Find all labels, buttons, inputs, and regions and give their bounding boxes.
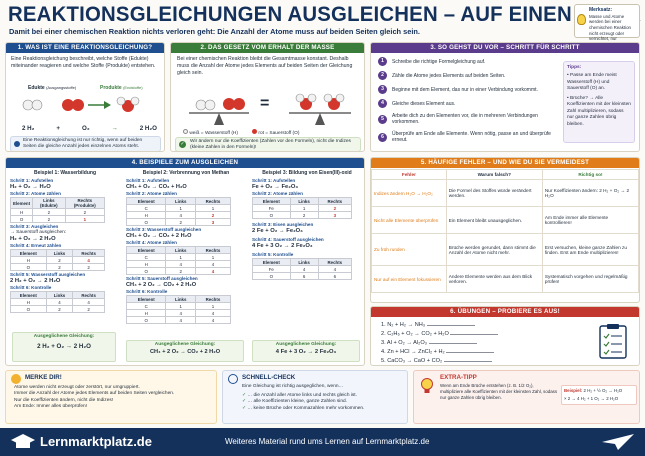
exercise-item: 5. CaCO₃ → CaO + CO₂ [381,356,492,364]
merke-item: Am Ende: Immer alles überprüfen! [14,404,88,410]
mistakes-table: Fehler Warum falsch? Richtig so! Indizes ä… [371,169,639,293]
footer-brand[interactable]: Lernmarktplatz.de [40,434,152,449]
check-intro: Eine Gleichung ist richtig ausgeglichen,… [242,384,344,389]
checkmark-icon: ✓ [242,393,247,398]
exercise-item: 1. N₂ + H₂ → NH₃ [381,320,475,328]
clipboard-icon [599,324,627,359]
exercise-item: 4. Zn + HCl → ZnCl₂ + H₂ [381,347,495,355]
exercise-item: 2. C₂H₆ + O₂ → CO₂ + H₂O [381,329,499,337]
note-title: Merksatz: [589,7,613,13]
atom-legend: weiß = Wasserstoff (H) rot = Sauerstoff … [183,129,299,137]
info-icon [14,141,20,147]
star-icon [11,374,21,384]
step-item: 6 Überprüfe am Ende alle Elemente. Wenn n… [378,131,563,143]
check-title: SCHNELL-CHECK [242,374,296,381]
step-item: 4 Gleiche dieses Element aus. [378,99,455,108]
oxygen-molecule-icon [62,99,84,111]
definition-text: Eine Reaktionsgleichung beschreibt, welc… [11,56,156,70]
section-exercises: 6. ÜBUNGEN – PROBIERE ES AUS! 1. N₂ + H₂… [370,306,640,366]
extra-title: EXTRA-TIPP [440,374,477,381]
section-definition: 1. WAS IST EINE REAKTIONSGLEICHUNG? Eine… [5,42,165,152]
section-title: 1. WAS IST EINE REAKTIONSGLEICHUNG? [6,43,164,53]
step-item: 5 Arbeite dich zu den Elementen vor, die … [378,113,563,125]
equals-sign: = [260,95,270,112]
example-1: Beispiel 1: Wasserbildung Schritt 1: Auf… [9,170,120,314]
tips-box: Tipps: • Passe am Ende meist Wasserstoff… [563,61,635,143]
section-mass-law: 2. DAS GESETZ VOM ERHALT DER MASSE Bei e… [170,42,365,152]
mass-law-tip: ✓ Wir ändern nur die Koeffizienten (Zahl… [175,137,361,151]
merke-list: Atome werden nicht erzeugt oder zerstört… [14,385,214,411]
section-examples: 4. BEISPIELE ZUM AUSGLEICHEN Beispiel 1:… [5,157,365,366]
section-mistakes: 5. HÄUFIGE FEHLER – UND WIE DU SIE VERME… [370,157,640,303]
right-scale-icon [289,93,351,125]
extra-text: Wenn am Ende Brüche entstehen (z. B. 1/2… [440,383,558,400]
left-scale-icon [189,98,249,125]
example-3: Beispiel 3: Bildung von Eisen(III)-oxid … [252,170,353,280]
lightbulb-icon [577,14,586,25]
section-title: 5. HÄUFIGE FEHLER – UND WIE DU SIE VERME… [371,158,639,168]
example-2: Beispiel 2: Verbrennung von Methan Schri… [125,170,232,324]
check-icon: ✓ [179,141,186,148]
checkmark-icon: ✓ [242,405,247,411]
result-box-1: Ausgeglichene Gleichung: 2 H₂ + O₂ → 2 H… [12,332,116,362]
checkmark-icon: ✓ [242,399,247,405]
red-atom-icon [252,129,257,134]
balance-illustration [189,93,351,125]
section-steps: 3. SO GEHST DU VOR – SCHRITT FÜR SCHRITT… [370,42,640,152]
step-item: 2 Zähle die Atome jedes Elements auf beid… [378,71,505,80]
exercise-item: 3. Al + O₂ → Al₂O₃ [381,338,477,346]
merke-title: MERKE DIR! [25,374,62,381]
check-item: ✓ … alle Koeffizienten kleine, ganze Zah… [242,399,348,405]
merksatz-note: Merksatz: Masse und Atome werden bei ein… [574,4,640,47]
molecule-illustration [22,96,140,112]
graduation-cap-icon [11,434,35,448]
result-box-2: Ausgeglichene Gleichung: CH₄ + 2 O₂ → CO… [126,340,244,362]
water-molecule-icon [116,96,140,112]
merke-item: Atome werden nicht erzeugt oder zerstört… [14,385,140,390]
extra-example: Beispiel: 2 H₂ + ½ O₂ → H₂O × 2 → 4 H₂ +… [561,385,637,405]
merke-item: Nur die Koeffizienten ändern, nicht die … [14,397,114,403]
check-item: ✓ … keine Brüche oder Kommazahlen mehr v… [242,405,365,411]
check-item: ✓ … die Anzahl aller Atome links und rec… [242,393,357,398]
page-title: REAKTIONSGLEICHUNGEN AUSGLEICHEN – AUF E… [8,3,641,26]
edukte-label: Edukte (Ausgangsstoffe) [28,85,77,91]
check-box: SCHNELL-CHECK Eine Gleichung ist richtig… [222,370,408,424]
magnifier-icon [228,374,238,384]
arrow-icon [88,101,111,109]
merke-box: MERKE DIR! Atome werden nicht erzeugt od… [5,370,217,424]
paper-plane-icon [602,434,634,450]
merke-item: Immer die Anzahl der Atome jedes Element… [14,391,175,397]
definition-tip: Eine Reaktionsgleichung ist nur richtig,… [10,136,161,151]
lightbulb-icon [421,378,433,393]
check-list: ✓ … die Anzahl aller Atome links und rec… [242,393,407,412]
extra-tip-box: EXTRA-TIPP Wenn am Ende Brüche entstehen… [413,370,640,424]
footer-slogan: Weiteres Material rund ums Lernen auf Le… [225,437,430,446]
white-atom-icon [183,129,188,134]
footer-bar: Lernmarktplatz.de Weiteres Material rund… [0,428,645,456]
section-title: 4. BEISPIELE ZUM AUSGLEICHEN [6,158,364,168]
atom-table: Element Links (Edukte) Rechts (Produkte) H… [9,197,106,223]
produkte-label: Produkte (Endstoffe) [100,85,143,91]
tip-item: • Brüche? → Alle Koeffizienten mit der k… [567,95,631,127]
page-subtitle: Damit bei einer chemischen Reaktion nich… [9,27,420,36]
section-title: 6. ÜBUNGEN – PROBIERE ES AUS! [371,307,639,317]
tip-item: • Passe am Ende meist Wasserstoff (H) un… [567,73,617,92]
step-item: 3 Beginne mit dem Element, das nur in ein… [378,85,538,94]
basic-equation: 2 H₂ + O₂ → 2 H₂O [22,125,157,132]
step-item: 1 Schreibe die richtige Formelgleichung a… [378,57,485,66]
result-box-3: Ausgeglichene Gleichung: 4 Fe + 3 O₂ → 2… [252,340,360,362]
section-title: 2. DAS GESETZ VOM ERHALT DER MASSE [171,43,364,53]
hydrogen-molecule-icon [22,99,43,111]
section-title: 3. SO GEHST DU VOR – SCHRITT FÜR SCHRITT [371,43,639,53]
mass-law-text: Bei einer chemischen Reaktion bleibt die… [177,56,353,77]
